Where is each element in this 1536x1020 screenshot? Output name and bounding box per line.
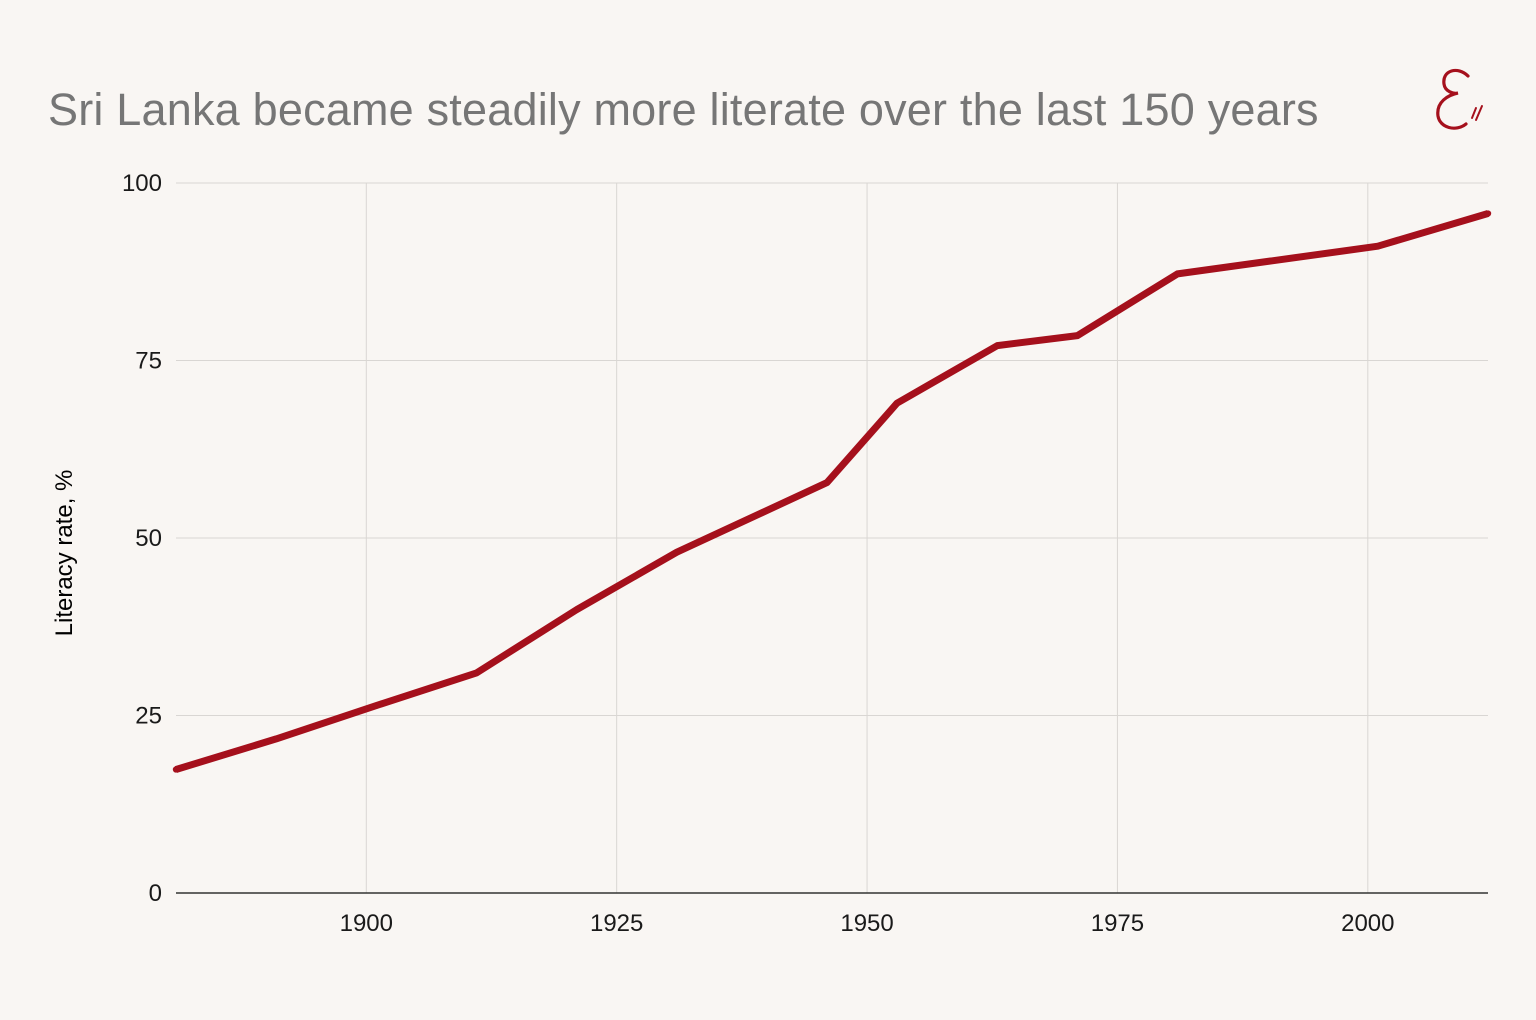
x-tick-label: 1925 bbox=[590, 910, 643, 937]
data-point bbox=[1374, 242, 1382, 250]
data-point bbox=[1074, 332, 1081, 339]
y-axis-label: Literacy rate, % bbox=[51, 470, 78, 637]
y-tick-label: 75 bbox=[135, 348, 162, 375]
y-tick-label: 25 bbox=[135, 703, 162, 730]
data-point bbox=[823, 479, 831, 486]
data-point bbox=[893, 399, 901, 407]
y-tick-label: 100 bbox=[122, 170, 162, 197]
economy-logo-icon bbox=[1436, 68, 1483, 130]
data-point bbox=[994, 342, 1001, 349]
data-point bbox=[1484, 210, 1492, 217]
data-point bbox=[272, 735, 280, 743]
x-tick-label: 1900 bbox=[340, 910, 393, 937]
x-tick-label: 1975 bbox=[1091, 910, 1144, 937]
data-point bbox=[573, 606, 580, 613]
literacy-rate-line bbox=[174, 210, 1489, 773]
chart-title: Sri Lanka became steadily more literate … bbox=[48, 84, 1319, 135]
y-tick-label: 0 bbox=[149, 880, 162, 907]
data-point bbox=[1174, 270, 1181, 278]
data-point bbox=[373, 702, 380, 709]
y-tick-label: 50 bbox=[135, 525, 162, 552]
data-point bbox=[172, 766, 180, 773]
data-point bbox=[473, 669, 480, 677]
data-point bbox=[673, 549, 680, 556]
x-tick-label: 1950 bbox=[840, 910, 893, 937]
x-tick-label: 2000 bbox=[1341, 910, 1394, 937]
